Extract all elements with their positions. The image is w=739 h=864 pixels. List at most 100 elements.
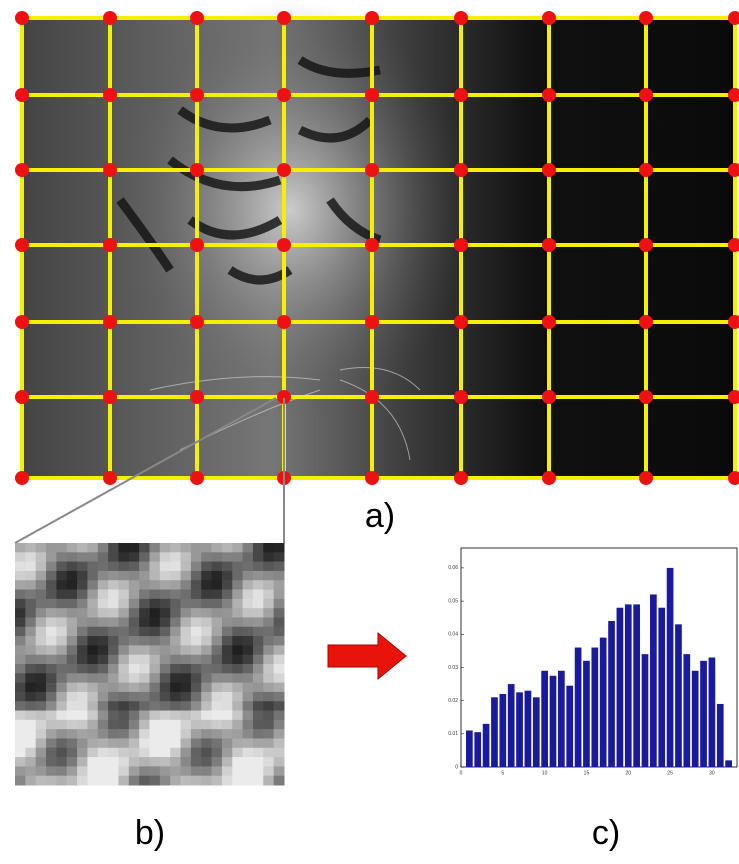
patch-pixel [97, 719, 109, 730]
patch-pixel [159, 580, 171, 591]
grid-point [277, 238, 291, 252]
patch-pixel [159, 589, 171, 600]
patch-pixel [46, 710, 57, 721]
patch-pixel [242, 766, 254, 777]
patch-pixel [66, 589, 78, 600]
patch-pixel [273, 757, 285, 767]
patch-pixel [66, 682, 78, 693]
patch-pixel [159, 543, 171, 553]
patch-pixel [190, 673, 202, 684]
patch-pixel [221, 617, 233, 628]
patch-pixel [190, 710, 202, 721]
patch-pixel [211, 543, 223, 553]
grid-point [15, 11, 29, 25]
patch-pixel [170, 561, 182, 572]
bar [624, 604, 632, 767]
patch-pixel [232, 654, 244, 665]
patch-pixel [221, 608, 233, 618]
patch-pixel [190, 626, 202, 637]
patch-pixel [201, 766, 213, 777]
patch-pixel [77, 645, 88, 656]
patch-pixel [201, 757, 213, 767]
patch-pixel [149, 766, 161, 777]
patch-pixel [273, 710, 285, 721]
patch-pixel [108, 654, 119, 665]
patch-pixel [232, 570, 244, 581]
patch-pixel [139, 580, 150, 591]
bar [474, 732, 482, 767]
patch-pixel [180, 617, 192, 628]
patch-pixel [252, 757, 264, 767]
patch-pixel [159, 747, 171, 758]
patch-pixel [108, 701, 119, 712]
patch-pixel [263, 729, 275, 739]
patch-pixel [25, 747, 37, 758]
patch-pixel [242, 570, 254, 581]
patch-pixel [77, 682, 88, 693]
patch-pixel [149, 654, 161, 665]
patch-pixel [221, 664, 233, 674]
bar [507, 684, 515, 767]
patch-pixel [263, 598, 275, 609]
patch-pixel [273, 701, 285, 712]
patch-pixel [201, 682, 213, 693]
patch-pixel [25, 710, 37, 721]
patch-pixel [35, 552, 47, 563]
grid-point [103, 163, 117, 177]
patch-pixel [77, 775, 88, 786]
bar [549, 675, 557, 767]
patch-pixel [118, 682, 130, 693]
patch-pixel [56, 747, 68, 758]
patch-pixel [273, 682, 285, 693]
patch-pixel [211, 719, 223, 730]
patch-pixel [190, 617, 202, 628]
patch-pixel [66, 710, 78, 721]
patch-pixel [170, 608, 182, 618]
patch-pixel [108, 757, 119, 767]
patch-pixel [273, 570, 285, 581]
patch-pixel [252, 691, 264, 702]
patch-pixel [252, 719, 264, 730]
patch-pixel [35, 682, 47, 693]
patch-pixel [56, 580, 68, 591]
patch-pixel [56, 701, 68, 712]
bar [658, 607, 666, 767]
patch-pixel [66, 598, 78, 609]
patch-pixel [180, 654, 192, 665]
patch-pixel [201, 729, 213, 739]
patch-pixel [159, 598, 171, 609]
patch-pixel [221, 757, 233, 767]
patch-pixel [46, 747, 57, 758]
patch-pixel [108, 691, 119, 702]
patch-pixel [242, 580, 254, 591]
patch-pixel [252, 608, 264, 618]
patch-pixel [66, 654, 78, 665]
patch-pixel [190, 738, 202, 749]
histogram: 0 0.01 0.02 0.03 0.04 0.05 0.06 0 5 10 15 20 25 30 [448, 547, 738, 776]
patch-pixel [87, 552, 99, 563]
bar [641, 654, 649, 767]
patch-pixel [46, 543, 57, 553]
patch-pixel [35, 580, 47, 591]
patch-pixel [211, 617, 223, 628]
patch-pixel [35, 617, 47, 628]
grid-point [454, 315, 468, 329]
patch-pixel [263, 617, 275, 628]
patch-pixel [180, 589, 192, 600]
patch-pixel [128, 617, 140, 628]
patch-pixel [221, 543, 233, 553]
patch-pixel [77, 589, 88, 600]
x-tick-label: 30 [709, 770, 715, 776]
patch-pixel [128, 691, 140, 702]
bar [650, 594, 657, 767]
patch-pixel [180, 552, 192, 563]
patch-pixel [180, 598, 192, 609]
patch-pixel [190, 608, 202, 618]
bar [566, 685, 574, 767]
patch-pixel [15, 719, 26, 730]
x-tick-label: 5 [501, 770, 504, 776]
patch-pixel [252, 738, 264, 749]
x-tick-label: 10 [542, 770, 548, 776]
patch-pixel [46, 738, 57, 749]
